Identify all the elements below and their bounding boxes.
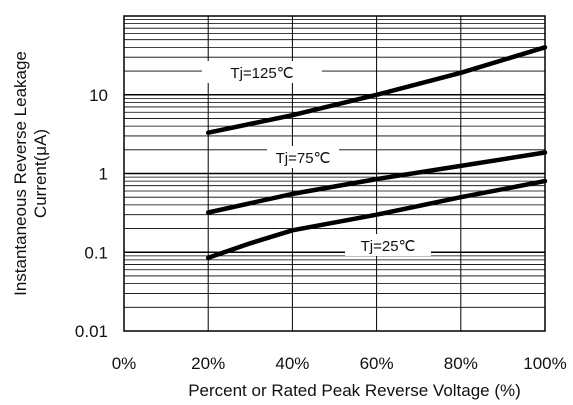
series-label-background — [267, 146, 339, 168]
x-tick-label: 0% — [112, 354, 137, 373]
series-line — [205, 178, 548, 261]
series-label-background — [345, 234, 431, 256]
grid — [124, 16, 545, 331]
series-line — [205, 45, 548, 135]
series-label: Tj=75℃ — [276, 150, 331, 167]
x-axis-title: Percent or Rated Peak Reverse Voltage (%… — [188, 381, 521, 400]
series-label-background — [202, 61, 322, 83]
x-tick-label: 20% — [191, 354, 225, 373]
x-tick-label: 60% — [360, 354, 394, 373]
series-labels: Tj=125℃ Tj=75℃ Tj=25℃ — [202, 61, 431, 256]
y-tick-label: 10 — [89, 86, 108, 105]
series-label: Tj=125℃ — [230, 65, 293, 82]
y-tick-label: 0.1 — [84, 243, 108, 262]
y-tick-labels: 0.01 0.1 1 10 — [75, 86, 108, 341]
x-tick-labels: 0% 20% 40% 60% 80% 100% — [112, 354, 567, 373]
plot-frame — [123, 15, 546, 332]
y-axis-title-line-1: Instantaneous Reverse Leakage — [11, 51, 30, 296]
y-axis-title-line-2: Current(μA) — [31, 129, 50, 218]
x-tick-label: 80% — [444, 354, 478, 373]
series-label: Tj=25℃ — [361, 238, 416, 255]
x-tick-label: 100% — [523, 354, 566, 373]
series-group — [205, 45, 548, 261]
y-tick-label: 0.01 — [75, 322, 108, 341]
series-line — [205, 150, 548, 215]
x-tick-label: 40% — [275, 354, 309, 373]
y-tick-label: 1 — [99, 165, 108, 184]
